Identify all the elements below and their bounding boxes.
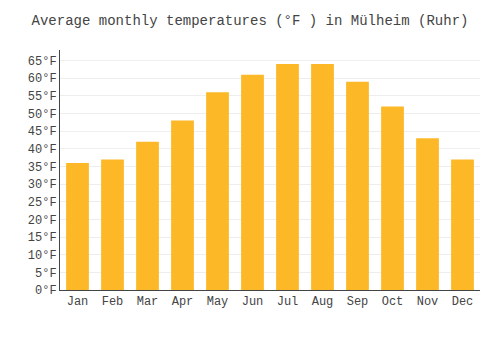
svg-text:40°F: 40°F [28, 143, 57, 157]
svg-text:Dec: Dec [452, 295, 474, 309]
svg-text:15°F: 15°F [28, 231, 57, 245]
svg-text:Jul: Jul [277, 295, 299, 309]
svg-text:45°F: 45°F [28, 125, 57, 139]
svg-text:Average monthly temperatures (: Average monthly temperatures (°F ) in Mü… [32, 13, 469, 29]
svg-text:May: May [207, 295, 229, 309]
svg-text:55°F: 55°F [28, 90, 57, 104]
svg-text:10°F: 10°F [28, 249, 57, 263]
svg-text:0°F: 0°F [35, 284, 57, 298]
svg-text:Aug: Aug [312, 295, 334, 309]
svg-text:Mar: Mar [137, 295, 159, 309]
svg-text:35°F: 35°F [28, 161, 57, 175]
svg-text:60°F: 60°F [28, 72, 57, 86]
svg-text:5°F: 5°F [35, 267, 57, 281]
svg-text:Feb: Feb [102, 295, 124, 309]
svg-text:Oct: Oct [382, 295, 404, 309]
svg-text:65°F: 65°F [28, 55, 57, 69]
svg-text:50°F: 50°F [28, 108, 57, 122]
svg-text:30°F: 30°F [28, 178, 57, 192]
svg-text:Jun: Jun [242, 295, 264, 309]
svg-text:Jan: Jan [67, 295, 89, 309]
svg-text:20°F: 20°F [28, 214, 57, 228]
svg-text:Nov: Nov [417, 295, 439, 309]
svg-text:Apr: Apr [172, 295, 194, 309]
svg-text:25°F: 25°F [28, 196, 57, 210]
svg-text:Sep: Sep [347, 295, 369, 309]
